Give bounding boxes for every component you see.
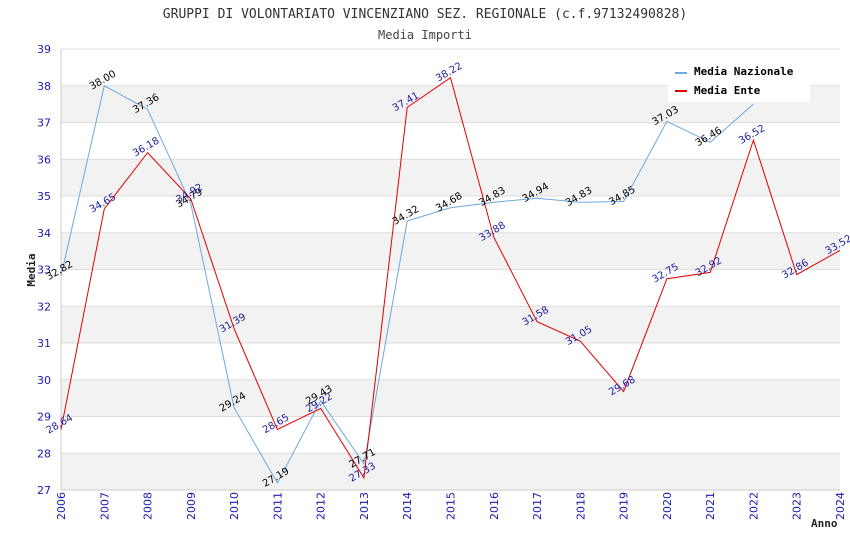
- data-label: 36.18: [131, 136, 161, 160]
- x-tick-label: 2011: [271, 492, 284, 520]
- grid-band: [61, 306, 840, 343]
- grid-band: [61, 453, 840, 490]
- y-tick-label: 31: [37, 337, 51, 350]
- x-tick-label: 2024: [834, 492, 847, 520]
- legend-label-nazionale: Media Nazionale: [694, 65, 794, 78]
- x-tick-label: 2020: [661, 492, 674, 520]
- y-tick-label: 34: [37, 227, 51, 240]
- y-tick-label: 39: [37, 43, 51, 56]
- chart-title: GRUPPI DI VOLONTARIATO VINCENZIANO SEZ. …: [163, 7, 687, 22]
- x-tick-label: 2016: [488, 492, 501, 520]
- x-tick-label: 2006: [55, 492, 68, 520]
- x-tick-label: 2017: [531, 492, 544, 520]
- x-tick-label: 2012: [315, 492, 328, 520]
- series-lines: [60, 76, 841, 485]
- data-label: 36.46: [694, 125, 724, 149]
- x-tick-label: 2014: [401, 492, 414, 520]
- x-tick-label: 2022: [747, 492, 760, 520]
- y-tick-label: 28: [37, 447, 51, 460]
- y-tick-label: 29: [37, 411, 51, 424]
- series-line-nazionale: [60, 85, 754, 485]
- x-tick-label: 2015: [445, 492, 458, 520]
- x-tick-label: 2021: [704, 492, 717, 520]
- y-tick-label: 38: [37, 80, 51, 93]
- legend-label-ente: Media Ente: [694, 84, 761, 97]
- x-tick-label: 2023: [791, 492, 804, 520]
- y-tick-label: 36: [37, 153, 51, 166]
- y-tick-label: 33: [37, 264, 51, 277]
- y-tick-label: 27: [37, 484, 51, 497]
- series-line-ente: [60, 76, 841, 480]
- x-tick-label: 2019: [618, 492, 631, 520]
- x-tick-label: 2009: [185, 492, 198, 520]
- x-tick-label: 2008: [142, 492, 155, 520]
- x-tick-label: 2007: [98, 492, 111, 520]
- grid-lines: [61, 48, 840, 491]
- y-axis-label: Media: [25, 253, 38, 286]
- grid-bands: [61, 85, 840, 490]
- legend-box: [668, 60, 810, 102]
- legend: Media Nazionale Media Ente: [668, 60, 810, 102]
- x-tick-label: 2013: [358, 492, 371, 520]
- data-label: 38.22: [434, 61, 464, 85]
- y-tick-label: 35: [37, 190, 51, 203]
- x-tick-label: 2018: [574, 492, 587, 520]
- y-tick-label: 30: [37, 374, 51, 387]
- y-tick-label: 37: [37, 117, 51, 130]
- grid-band: [61, 232, 840, 270]
- x-axis-label: Anno: [811, 517, 838, 530]
- chart-subtitle: Media Importi: [378, 28, 472, 42]
- x-tick-labels: 2006 2007 2008 2009 2010 2011 2012 2013 2014 2015…: [55, 492, 847, 520]
- grid-band: [61, 159, 840, 196]
- x-tick-label: 2010: [228, 492, 241, 520]
- y-tick-label: 32: [37, 300, 51, 313]
- grid-band: [61, 379, 840, 417]
- y-tick-labels: 27 28 29 30 31 32 33 34 35 36 37 38 39: [37, 43, 51, 497]
